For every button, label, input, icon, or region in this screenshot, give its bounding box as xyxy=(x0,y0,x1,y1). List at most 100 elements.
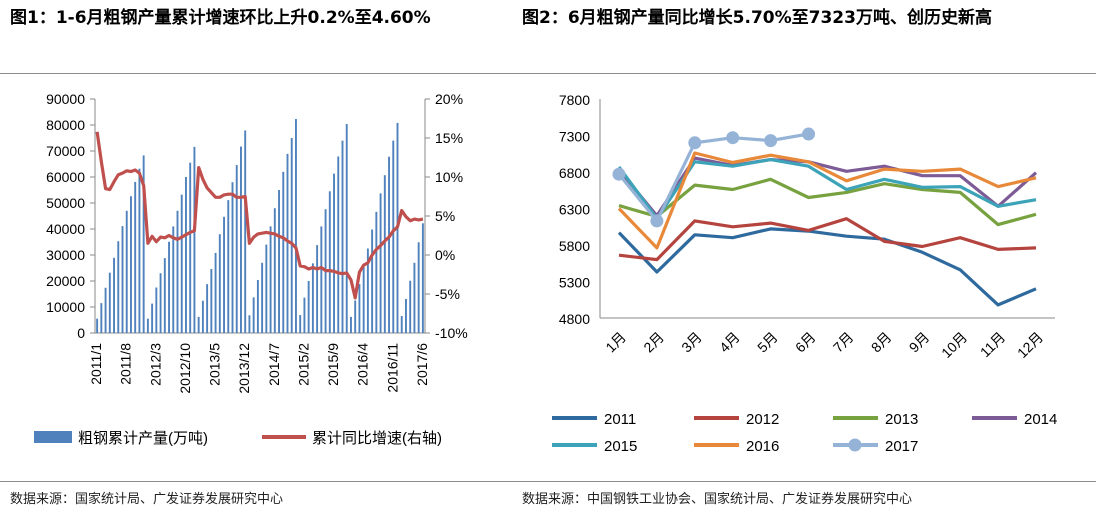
output-bar xyxy=(197,316,200,333)
legend-label-2012: 2012 xyxy=(746,411,779,428)
output-bar xyxy=(210,269,213,333)
output-bar xyxy=(235,165,238,333)
right-chart-title: 图2：6月粗钢产量同比增长5.70%至7323万吨、创历史新高 xyxy=(522,8,992,28)
left-y-tick-label: 70000 xyxy=(46,143,85,159)
output-bar xyxy=(358,284,361,333)
right-y-tick-label: 0% xyxy=(435,247,455,263)
left-y-tick-label: 30000 xyxy=(46,247,85,263)
output-bar xyxy=(163,258,166,333)
series-line-2017 xyxy=(617,132,809,223)
series-line-2012 xyxy=(618,217,1037,262)
output-bar xyxy=(295,119,297,333)
output-bar xyxy=(307,281,310,333)
output-bar xyxy=(328,191,331,333)
output-bar xyxy=(134,181,137,333)
output-bar xyxy=(193,146,196,333)
footer-divider xyxy=(0,481,1096,482)
output-bar xyxy=(244,130,247,333)
left-y-tick-label: 40000 xyxy=(46,221,85,237)
left-y-tick-label: 60000 xyxy=(46,169,85,185)
x-tick-label: 2011/1 xyxy=(88,343,104,385)
output-bar xyxy=(218,234,221,333)
output-bar xyxy=(180,194,183,333)
output-bar xyxy=(130,196,132,333)
output-bar xyxy=(138,168,141,333)
output-bar xyxy=(341,140,344,333)
output-bar xyxy=(176,210,179,333)
output-bar xyxy=(366,248,369,333)
right-y-tick-label: -5% xyxy=(435,286,460,302)
month-label: 2月 xyxy=(640,329,667,356)
right-source-note: 数据来源：中国钢铁工业协会、国家统计局、广发证券发展研究中心 xyxy=(522,492,913,507)
output-bar xyxy=(337,156,340,333)
output-bar xyxy=(362,266,365,333)
output-bar xyxy=(320,226,323,333)
output-bar xyxy=(299,315,302,333)
left-y-tick-label: 20000 xyxy=(46,273,85,289)
month-label: 4月 xyxy=(716,329,743,356)
output-bar xyxy=(354,300,357,333)
legend-label-2013: 2013 xyxy=(885,411,918,428)
legend-label-2015: 2015 xyxy=(604,438,637,455)
output-bar xyxy=(227,200,230,333)
output-bar xyxy=(108,272,111,333)
output-bar xyxy=(311,263,314,333)
series-line-2016 xyxy=(617,151,1037,250)
legend-bar-label: 粗钢累计产量(万吨) xyxy=(78,430,208,447)
output-bar xyxy=(142,155,145,333)
output-bar xyxy=(286,153,289,333)
output-bar xyxy=(383,175,386,333)
output-bar xyxy=(185,177,187,333)
output-bar xyxy=(316,245,319,333)
x-tick-label: 2013/5 xyxy=(207,343,223,386)
output-bar xyxy=(248,315,251,333)
right-y-tick-label: 15% xyxy=(435,130,463,146)
output-bar xyxy=(252,297,255,333)
series-line-2011 xyxy=(617,227,1037,307)
output-bar xyxy=(117,241,120,333)
header-divider xyxy=(0,73,1096,74)
output-bar xyxy=(96,318,99,333)
month-label: 9月 xyxy=(906,329,933,356)
output-bar xyxy=(282,171,285,333)
left-y-tick-label: 50000 xyxy=(46,195,85,211)
output-bar xyxy=(409,280,412,333)
output-bar xyxy=(303,297,306,333)
legend-bar-swatch xyxy=(34,431,72,443)
legend-label-2011: 2011 xyxy=(604,411,636,428)
legend-marker-2017 xyxy=(848,438,862,452)
output-bar xyxy=(223,216,225,333)
left-y-tick-label: 10000 xyxy=(46,299,85,315)
output-bar xyxy=(278,190,280,333)
series-line-2013 xyxy=(618,177,1037,227)
output-bar xyxy=(206,284,209,333)
legend-line-label: 累计同比增速(右轴) xyxy=(312,430,442,447)
right-y-tick-label: 10% xyxy=(435,169,463,185)
series-point-2017 xyxy=(688,136,702,150)
left-y-tick-label: 90000 xyxy=(46,91,85,107)
output-bar xyxy=(400,316,403,333)
legend-label-2016: 2016 xyxy=(746,438,779,455)
output-bar xyxy=(421,223,424,333)
output-bar xyxy=(189,162,192,333)
left-chart-title: 图1：1-6月粗钢产量累计增速环比上升0.2%至4.60% xyxy=(10,8,431,28)
series-point-2017 xyxy=(612,167,626,181)
month-label: 1月 xyxy=(602,329,629,356)
left-source-note: 数据来源：国家统计局、广发证券发展研究中心 xyxy=(10,492,284,507)
x-tick-label: 2012/3 xyxy=(147,343,163,386)
output-bar xyxy=(405,298,407,333)
series-point-2017 xyxy=(650,214,664,228)
x-tick-label: 2011/8 xyxy=(118,343,134,385)
left-y-tick-label: 80000 xyxy=(46,117,85,133)
output-bar xyxy=(261,262,264,333)
output-bar xyxy=(231,182,234,333)
output-bar xyxy=(100,303,103,333)
output-bar xyxy=(113,257,115,333)
month-label: 10月 xyxy=(938,329,970,361)
output-bar xyxy=(240,146,242,333)
x-tick-label: 2012/10 xyxy=(177,343,193,394)
x-tick-label: 2013/12 xyxy=(236,343,252,394)
x-tick-label: 2015/9 xyxy=(325,343,341,386)
legend-label-2017: 2017 xyxy=(885,438,918,455)
output-bar xyxy=(413,262,416,333)
